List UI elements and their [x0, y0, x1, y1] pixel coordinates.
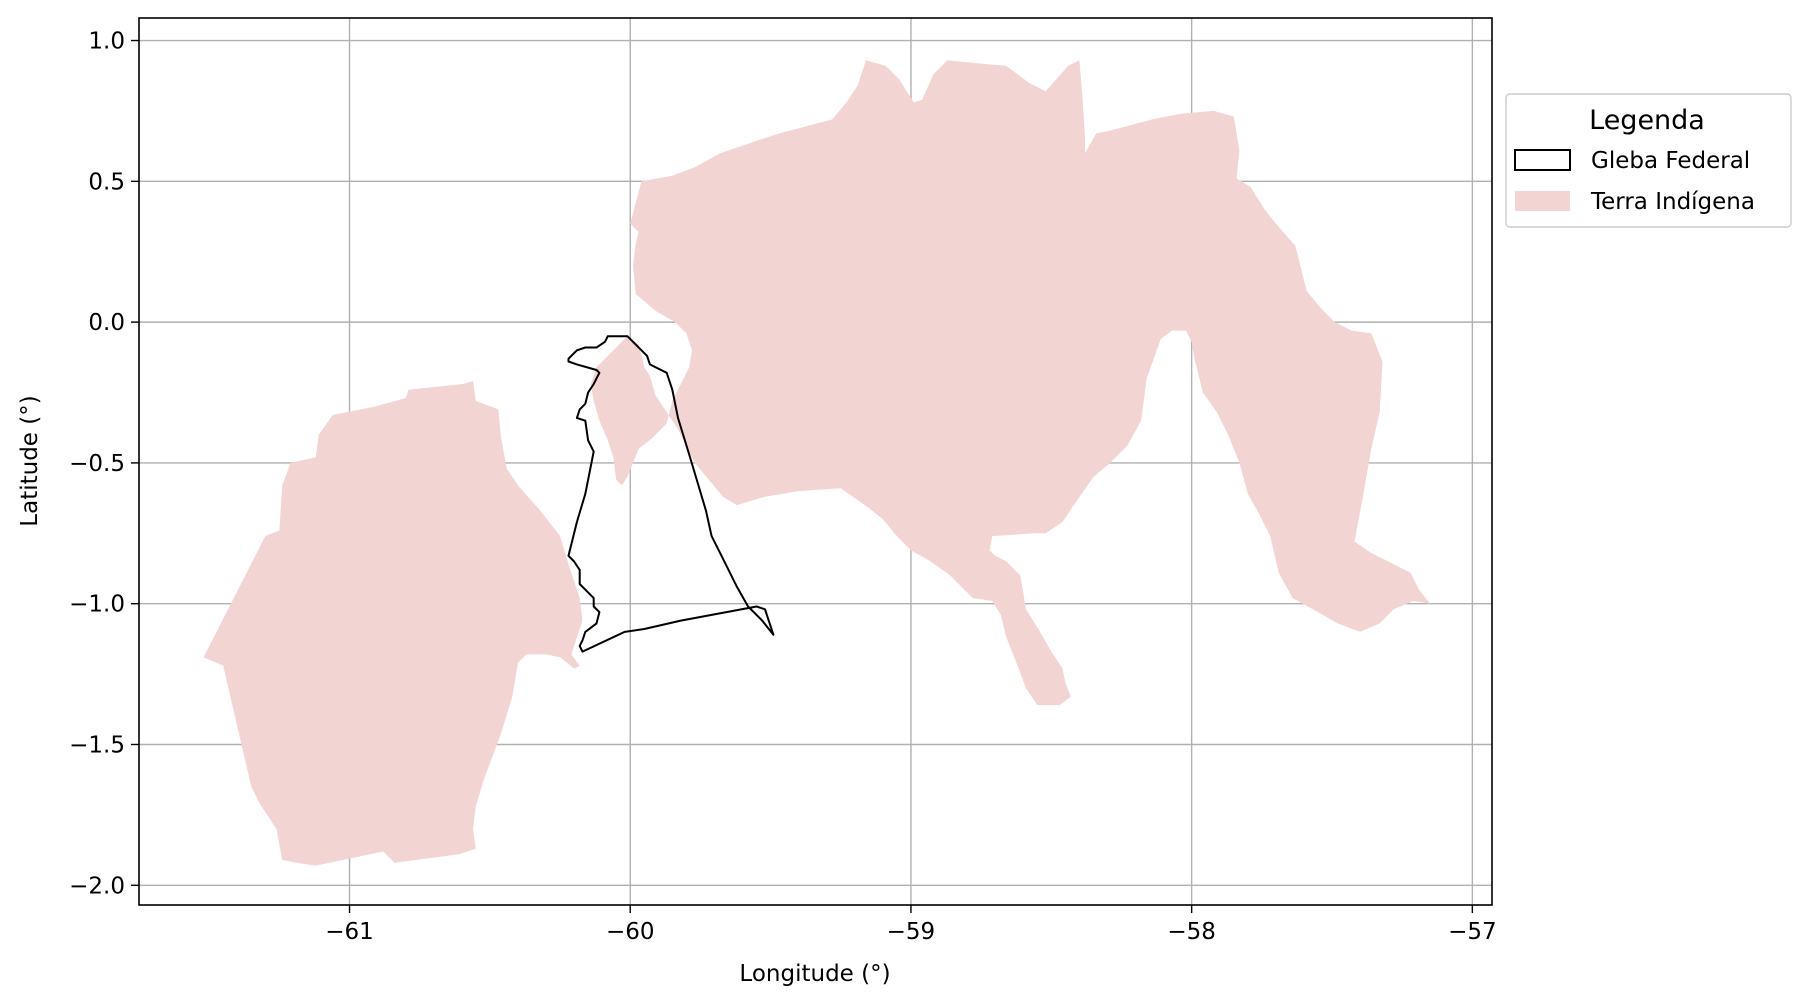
y-tick-label: −1.5: [69, 732, 125, 758]
legend: Legenda Gleba Federal Terra Indígena: [1506, 94, 1791, 227]
legend-label-gleba-federal: Gleba Federal: [1591, 148, 1750, 174]
y-tick-label: 0.5: [88, 169, 125, 195]
y-tick-label: 0.0: [88, 310, 125, 336]
y-tick-label: 1.0: [88, 29, 125, 55]
x-axis-label: Longitude (°): [739, 961, 890, 987]
x-tick-label: −60: [606, 919, 655, 945]
y-tick-label: −0.5: [69, 451, 125, 477]
x-tick-label: −61: [325, 919, 374, 945]
x-tick-label: −58: [1167, 919, 1216, 945]
legend-label-terra-indigena: Terra Indígena: [1590, 189, 1755, 215]
y-axis-label: Latitude (°): [17, 395, 43, 526]
y-tick-label: −2.0: [69, 873, 125, 899]
legend-title: Legenda: [1589, 105, 1705, 136]
x-tick-label: −59: [887, 919, 936, 945]
x-tick-label: −57: [1448, 919, 1497, 945]
y-tick-label: −1.0: [69, 592, 125, 618]
legend-swatch-terra-indigena: [1515, 191, 1570, 211]
